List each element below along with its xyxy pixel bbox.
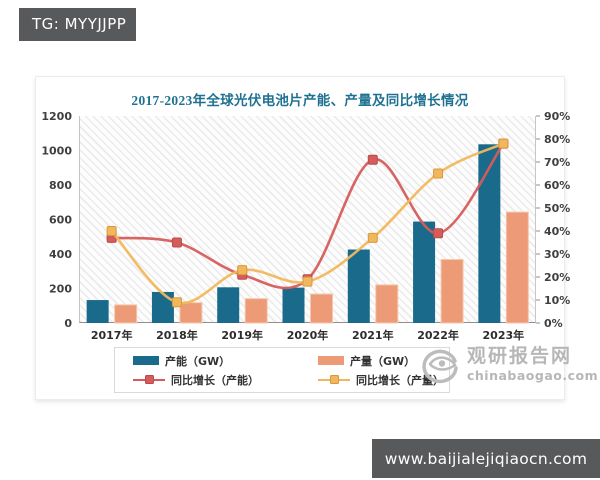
y-axis-right-label-0%: 0% xyxy=(544,317,563,330)
y-axis-left-label-400: 400 xyxy=(49,248,72,261)
bar-capacity-2022年 xyxy=(413,221,436,323)
tg-badge: TG: MYYJJPP xyxy=(19,8,136,41)
y-axis-left-label-0: 0 xyxy=(64,317,72,330)
bar-output-2019年 xyxy=(244,298,268,324)
marker-capacity-growth-2018年 xyxy=(171,237,182,248)
x-axis-label-2018年: 2018年 xyxy=(156,328,198,342)
footer-url-text: www.baijialejiqiaocn.com xyxy=(384,449,588,468)
legend-line-marker xyxy=(144,375,154,384)
legend-item-output: 产量（GW） xyxy=(318,353,445,369)
footer-url-bar: www.baijialejiqiaocn.com xyxy=(372,439,600,478)
y-axis-left-label-1200: 1200 xyxy=(41,110,72,123)
watermark-logo-icon xyxy=(422,349,458,384)
legend-item-output-growth: 同比增长（产量） xyxy=(318,372,445,388)
legend-label: 产能（GW） xyxy=(165,354,231,368)
y-axis-right-label-30%: 30% xyxy=(544,248,570,261)
watermark-texts: 观研报告网 chinabaogao.com xyxy=(467,344,599,383)
legend-label: 同比增长（产量） xyxy=(356,373,444,387)
marker-output-growth-2020年 xyxy=(302,276,313,287)
x-axis-label-2019年: 2019年 xyxy=(221,328,263,342)
legend-bar-swatch xyxy=(318,356,344,365)
y-axis-right-label-10%: 10% xyxy=(544,294,570,307)
watermark-site-name: 观研报告网 xyxy=(467,344,573,367)
bar-output-2020年 xyxy=(310,293,333,324)
y-axis-right-label-70%: 70% xyxy=(544,156,570,169)
tg-badge-text: TG: MYYJJPP xyxy=(32,15,127,33)
y-axis-right-label-90%: 90% xyxy=(544,110,570,123)
bar-capacity-2023年 xyxy=(478,144,501,323)
chart-canvas: 0 200 400 600 800 1000 1200 0% 10% 20% 30% 40% 50% 60… xyxy=(41,110,570,342)
watermark: 观研报告网 chinabaogao.com xyxy=(419,343,598,385)
bar-output-2018年 xyxy=(179,302,203,324)
bar-capacity-2018年 xyxy=(151,291,174,323)
bar-output-2017年 xyxy=(114,304,138,324)
legend-item-capacity-growth: 同比增长（产能） xyxy=(133,372,318,388)
y-axis-right-label-50%: 50% xyxy=(544,202,570,215)
y-axis-left-label-800: 800 xyxy=(49,179,72,192)
bar-output-2021年 xyxy=(375,284,399,324)
legend-item-capacity: 产能（GW） xyxy=(133,353,318,369)
x-axis-label-2020年: 2020年 xyxy=(287,328,329,342)
chart-title: 2017-2023年全球光伏电池片产能、产量及同比增长情况 xyxy=(131,93,469,108)
marker-output-growth-2023年 xyxy=(498,138,509,149)
bar-capacity-2017年 xyxy=(86,300,109,323)
legend-label: 同比增长（产能） xyxy=(171,373,259,387)
marker-output-growth-2021年 xyxy=(367,232,378,243)
bar-capacity-2020年 xyxy=(282,287,305,323)
x-axis-label-2017年: 2017年 xyxy=(91,328,133,342)
marker-capacity-growth-2022年 xyxy=(433,228,444,239)
y-axis-left-label-600: 600 xyxy=(49,214,72,227)
chart-legend: 产能（GW） 产量（GW） 同比增长（产能） 同比增长（产量） xyxy=(114,347,450,393)
marker-output-growth-2022年 xyxy=(433,168,444,179)
marker-output-growth-2018年 xyxy=(171,297,182,308)
marker-output-growth-2019年 xyxy=(237,265,248,276)
watermark-site-url: chinabaogao.com xyxy=(467,367,599,383)
legend-line-swatch xyxy=(318,375,350,385)
x-axis-label-2023年: 2023年 xyxy=(483,328,525,342)
y-axis-right-label-20%: 20% xyxy=(544,271,570,284)
legend-line-swatch xyxy=(133,375,165,385)
legend-line-marker xyxy=(329,375,339,384)
y-axis-left-label-200: 200 xyxy=(49,283,72,296)
x-axis-label-2022年: 2022年 xyxy=(417,328,459,342)
legend-label: 产量（GW） xyxy=(350,354,416,368)
x-axis-label-2021年: 2021年 xyxy=(352,328,394,342)
y-axis-right-label-40%: 40% xyxy=(544,225,570,238)
bar-output-2023年 xyxy=(505,211,529,324)
bar-capacity-2021年 xyxy=(347,249,370,323)
chart-card: 2017-2023年全球光伏电池片产能、产量及同比增长情况 0 200 400 600… xyxy=(35,76,598,400)
marker-output-growth-2017年 xyxy=(106,226,117,236)
y-axis-right-label-80%: 80% xyxy=(544,133,570,146)
marker-capacity-growth-2021年 xyxy=(367,154,378,165)
y-axis-right-label-60%: 60% xyxy=(544,179,570,192)
bar-output-2022年 xyxy=(440,259,464,324)
legend-bar-swatch xyxy=(133,356,159,365)
y-axis-left-label-1000: 1000 xyxy=(41,145,72,158)
bar-capacity-2019年 xyxy=(217,287,240,323)
